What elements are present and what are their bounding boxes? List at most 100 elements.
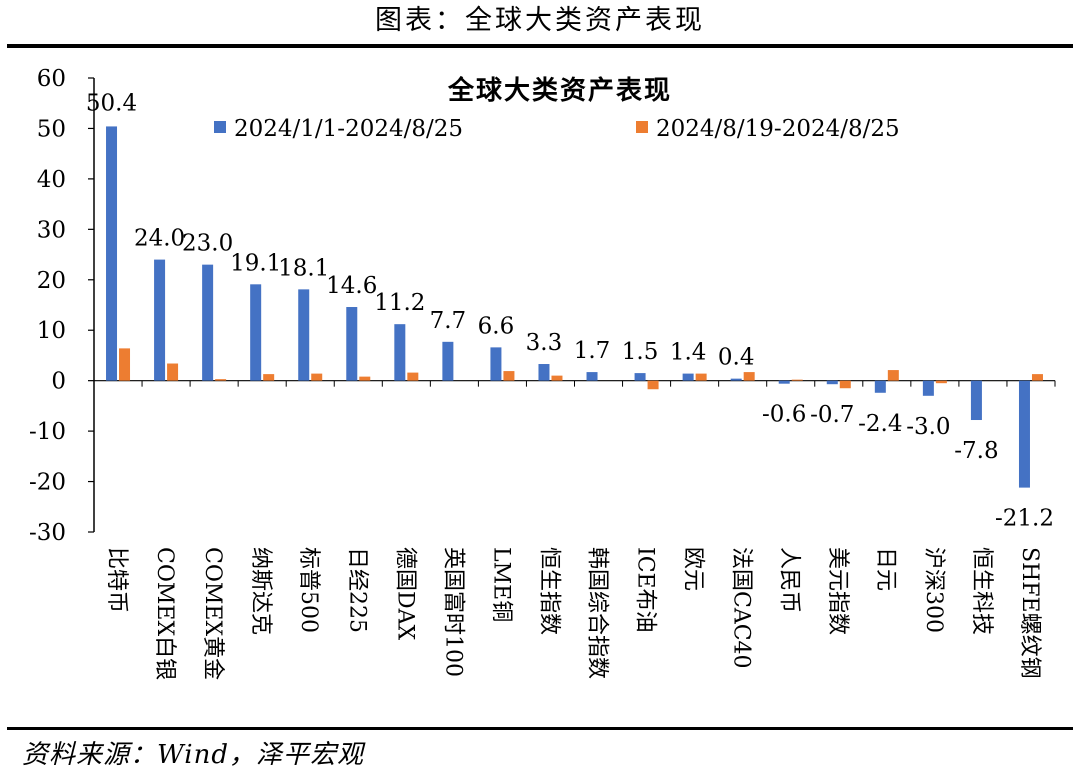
- x-axis: [93, 380, 1056, 387]
- bar-series-2: [119, 348, 131, 381]
- data-label: 3.3: [526, 330, 563, 356]
- source-note: 资料来源：Wind，泽平宏观: [22, 740, 364, 770]
- data-label: -7.8: [954, 438, 998, 464]
- bar-series-2: [503, 371, 515, 381]
- bar-series-1: [298, 289, 310, 381]
- category-label: LME铜: [488, 547, 513, 622]
- bar-series-1: [1018, 380, 1030, 488]
- category-labels-group: 比特币 COMEX白银 COMEX黄金 纳斯达克 标普500 日经225 德国DAX 英国富时…: [104, 547, 1042, 680]
- bar-series-2: [1031, 374, 1043, 381]
- category-label: 德国DAX: [392, 547, 417, 641]
- data-label: 19.1: [230, 250, 281, 276]
- category-label: 纳斯达克: [248, 547, 273, 635]
- category-label: 恒生科技: [969, 547, 994, 635]
- legend-label: 2024/8/19-2024/8/25: [656, 116, 900, 142]
- bar-series-1: [106, 126, 118, 381]
- bar-series-2: [695, 373, 707, 381]
- bar-series-2: [263, 374, 275, 381]
- category-label: 沪深300: [921, 547, 946, 633]
- category-label: 标普500: [296, 547, 321, 633]
- bar-series-2: [791, 379, 803, 381]
- legend-label: 2024/1/1-2024/8/25: [234, 116, 463, 142]
- bar-series-1: [922, 380, 934, 396]
- bar-series-1: [826, 380, 838, 385]
- bar-chart: 全球大类资产表现 2024/1/1-2024/8/25 2024/8/19-202…: [29, 66, 1056, 680]
- y-tick-label: 0: [51, 369, 66, 395]
- data-label: 11.2: [374, 290, 425, 316]
- data-label: 23.0: [182, 231, 233, 257]
- y-tick-label: 20: [37, 268, 66, 294]
- bar-series-1: [250, 284, 262, 381]
- bar-series-1: [634, 373, 646, 381]
- data-labels-group: 50.4 24.023.019.118.114.611.27.7 6.6 3.3 1.7…: [86, 90, 1054, 531]
- category-label: 韩国综合指数: [585, 547, 610, 679]
- bar-series-1: [778, 380, 790, 384]
- y-axis: 60 50 40 30 20 10 0 -10 -20 -30: [29, 66, 95, 546]
- bar-series-1: [586, 372, 598, 381]
- bar-series-2: [359, 376, 371, 381]
- chart-legend: 2024/1/1-2024/8/25 2024/8/19-2024/8/25: [214, 116, 900, 142]
- bar-series-2: [839, 380, 851, 389]
- bar-series-1: [346, 307, 358, 381]
- bar-series-2: [935, 380, 947, 384]
- bar-series-1: [538, 364, 550, 381]
- bar-series-1: [154, 259, 166, 381]
- data-label: -2.4: [858, 411, 902, 437]
- data-label: 18.1: [278, 255, 329, 281]
- bar-series-1: [682, 373, 694, 381]
- data-label: -21.2: [995, 506, 1054, 532]
- category-label: 欧元: [681, 547, 706, 591]
- bar-series-2: [551, 375, 563, 381]
- bar-series-1: [730, 378, 742, 381]
- category-label: 英国富时100: [440, 547, 465, 677]
- legend-swatch: [214, 121, 226, 133]
- data-label: -0.6: [762, 402, 806, 428]
- category-label: SHFE螺纹钢: [1017, 547, 1042, 679]
- y-tick-label: 60: [37, 66, 66, 92]
- data-label: 0.4: [718, 345, 755, 371]
- category-label: COMEX白银: [152, 547, 177, 680]
- y-tick-label: -30: [29, 520, 66, 546]
- bar-series-2: [167, 363, 179, 381]
- category-label: 美元指数: [825, 547, 850, 635]
- chart-title: 全球大类资产表现: [447, 75, 672, 106]
- y-tick-label: 10: [37, 318, 66, 344]
- data-label: 50.4: [86, 90, 137, 116]
- category-label: 日元: [873, 547, 898, 591]
- bar-series-2: [647, 380, 659, 390]
- bar-series-1: [202, 264, 214, 381]
- y-tick-label: 30: [37, 217, 66, 243]
- bar-series-1: [394, 324, 406, 381]
- category-label: 法国CAC40: [729, 547, 754, 669]
- category-label: COMEX黄金: [200, 547, 225, 680]
- category-label: 日经225: [344, 547, 369, 633]
- data-label: 1.4: [670, 340, 707, 366]
- bar-series-2: [215, 379, 227, 381]
- data-label: 14.6: [326, 273, 377, 299]
- data-label: -3.0: [906, 414, 950, 440]
- bar-series-1: [442, 341, 454, 381]
- y-tick-label: -20: [29, 470, 66, 496]
- bars-group: [106, 126, 1043, 488]
- bar-series-2: [311, 373, 323, 381]
- y-tick-label: -10: [29, 419, 66, 445]
- category-label: 比特币: [104, 547, 129, 613]
- bar-series-1: [490, 347, 502, 381]
- data-label: 1.5: [622, 339, 659, 365]
- data-label: 24.0: [134, 226, 185, 252]
- bar-series-1: [874, 380, 886, 393]
- bottom-rule: [7, 727, 1073, 730]
- figure-title: 图表：全球大类资产表现: [375, 5, 705, 36]
- bar-series-2: [407, 372, 419, 381]
- legend-swatch: [636, 121, 648, 133]
- data-label: 6.6: [478, 313, 515, 339]
- category-label: ICE布油: [633, 547, 658, 633]
- data-label: 1.7: [574, 338, 611, 364]
- category-label: 人民币: [777, 547, 802, 613]
- data-label: 7.7: [430, 308, 467, 334]
- category-label: 恒生指数: [536, 547, 561, 635]
- top-rule: [7, 44, 1073, 48]
- y-tick-label: 50: [37, 116, 66, 142]
- bar-series-2: [887, 370, 899, 381]
- bar-series-1: [970, 380, 982, 421]
